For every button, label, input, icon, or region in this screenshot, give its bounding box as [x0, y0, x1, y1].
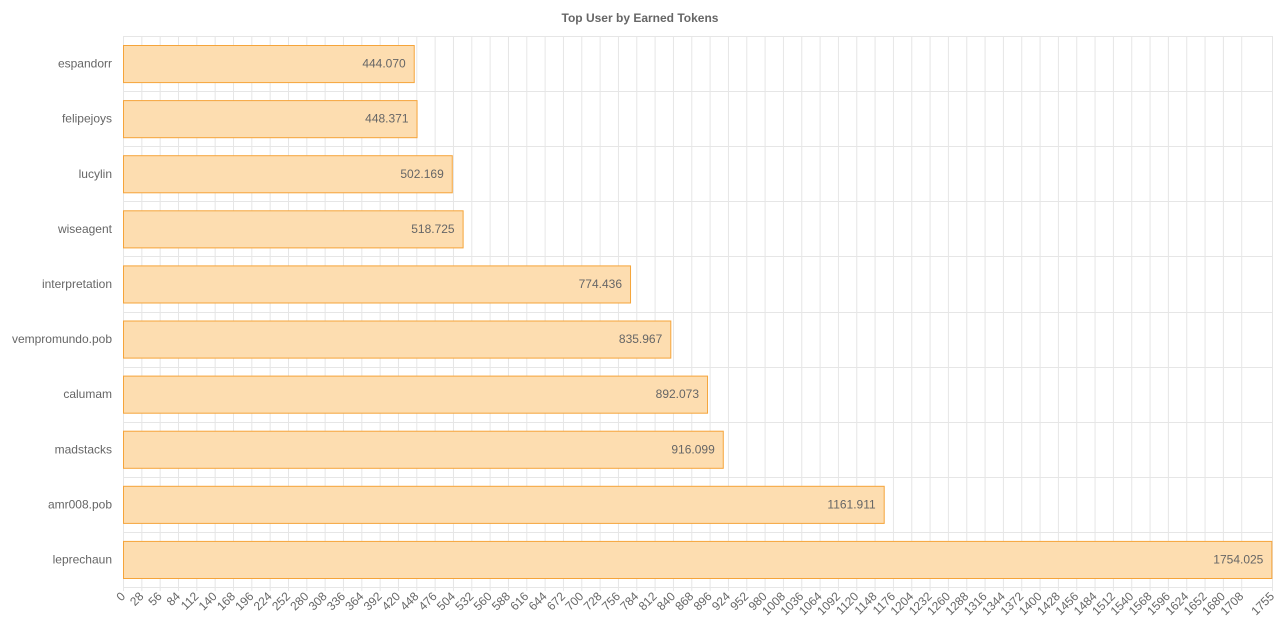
- bar-value-label: 444.070: [362, 57, 406, 71]
- bar[interactable]: [123, 155, 453, 194]
- bar[interactable]: [123, 210, 464, 249]
- bar-value-label: 502.169: [400, 167, 444, 181]
- x-tick-label: 1755: [1248, 589, 1277, 618]
- bar-value-label: 448.371: [365, 112, 409, 126]
- category-label: calumam: [63, 387, 112, 401]
- bar[interactable]: [123, 100, 418, 139]
- category-label: wiseagent: [57, 222, 113, 236]
- category-label: lucylin: [79, 167, 112, 181]
- x-tick-label: 28: [127, 589, 147, 609]
- bar-value-label: 1754.025: [1213, 552, 1263, 566]
- x-tick-label: 56: [145, 589, 165, 609]
- bar[interactable]: [123, 430, 724, 469]
- bar-value-label: 916.099: [671, 442, 715, 456]
- category-label: madstacks: [55, 442, 112, 456]
- category-label: felipejoys: [62, 112, 112, 126]
- bar[interactable]: [123, 485, 885, 524]
- bar[interactable]: [123, 265, 632, 304]
- bar[interactable]: [123, 320, 672, 359]
- category-label: vempromundo.pob: [12, 332, 112, 346]
- bar-value-label: 774.436: [579, 277, 623, 291]
- category-label: espandorr: [58, 57, 112, 71]
- category-label: interpretation: [42, 277, 112, 291]
- category-labels: espandorr felipejoys lucylin wiseagent inter…: [12, 57, 113, 567]
- bar-value-label: 835.967: [619, 332, 663, 346]
- bar[interactable]: [123, 45, 415, 84]
- bar[interactable]: [123, 540, 1273, 580]
- category-label: amr008.pob: [48, 497, 112, 511]
- chart-title: Top User by Earned Tokens: [562, 11, 719, 25]
- bar-value-label: 892.073: [656, 387, 700, 401]
- x-axis-tick-labels: 0285684112140168196224252280308336364392…: [113, 589, 1277, 618]
- bars: 444.070 448.371 502.169 518.725 774.436 835.9…: [123, 45, 1273, 580]
- bar-value-label: 1161.911: [827, 497, 876, 511]
- bar[interactable]: [123, 375, 709, 414]
- bar-value-label: 518.725: [411, 222, 455, 236]
- category-label: leprechaun: [53, 552, 112, 566]
- x-tick-label: 0: [113, 589, 128, 604]
